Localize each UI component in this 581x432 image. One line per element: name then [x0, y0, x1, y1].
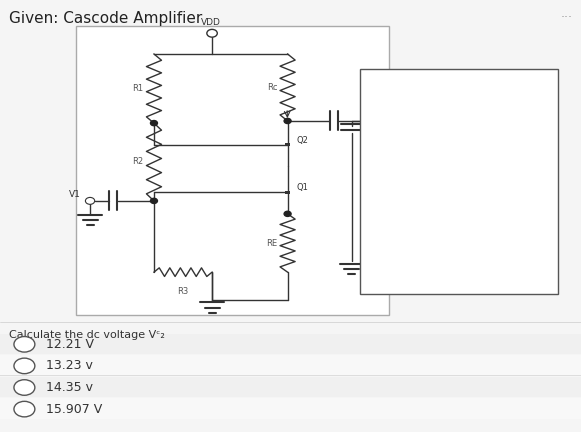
Circle shape	[207, 29, 217, 37]
Circle shape	[14, 380, 35, 395]
Text: C: C	[20, 382, 28, 393]
Bar	[285, 143, 290, 146]
Text: Vc: Vc	[382, 110, 393, 119]
Text: 15.907 V: 15.907 V	[46, 403, 103, 416]
Text: R1: R1	[132, 84, 144, 93]
Text: Rᴇ =: Rᴇ =	[375, 212, 411, 225]
Text: Rc: Rc	[267, 83, 277, 92]
Circle shape	[284, 118, 291, 124]
Circle shape	[14, 401, 35, 417]
Bar	[0, 334, 581, 354]
Text: Vcc = 20 V: Vcc = 20 V	[375, 246, 450, 259]
Text: Q1: Q1	[296, 184, 308, 192]
Text: Calculate the dc voltage Vᶜ₂: Calculate the dc voltage Vᶜ₂	[9, 330, 164, 340]
Text: R₁ =: R₁ =	[375, 73, 409, 86]
Text: Rc =: Rc =	[375, 177, 411, 190]
Bar	[0, 355, 581, 376]
Text: ···: ···	[560, 11, 572, 24]
Text: R₁ = 7.5 kΩ: R₁ = 7.5 kΩ	[375, 73, 455, 86]
Text: 13.23 v: 13.23 v	[46, 359, 94, 372]
Text: Vcc =: Vcc =	[375, 246, 418, 259]
Text: Rc =: Rc =	[375, 177, 411, 190]
Circle shape	[370, 118, 379, 124]
Bar	[285, 191, 290, 194]
Circle shape	[85, 197, 95, 204]
Text: R₃ =: R₃ =	[375, 143, 409, 156]
Text: R₃ = 4.7 kΩ: R₃ = 4.7 kΩ	[375, 143, 455, 156]
Text: R₁ =: R₁ =	[375, 73, 409, 86]
Text: R₂ =: R₂ =	[375, 108, 409, 121]
Text: V1: V1	[69, 190, 81, 199]
Bar	[0, 377, 581, 397]
Text: R₃ =: R₃ =	[375, 143, 409, 156]
Text: B: B	[20, 361, 28, 371]
Text: 12.21 V: 12.21 V	[46, 338, 95, 351]
Bar	[76, 26, 389, 315]
Text: Given: Cascode Amplifier: Given: Cascode Amplifier	[9, 11, 202, 26]
Bar	[360, 69, 558, 294]
Text: Vcc =: Vcc =	[375, 246, 418, 259]
Text: β₁ = β₂ =: β₁ = β₂ =	[375, 281, 442, 294]
Text: β₁ = β₂ =: β₁ = β₂ =	[375, 281, 442, 294]
Bar	[0, 398, 581, 419]
Text: RE: RE	[266, 238, 277, 248]
Text: R2: R2	[132, 158, 144, 166]
Text: Rᴇ = 1.2 kΩ: Rᴇ = 1.2 kΩ	[375, 212, 456, 225]
Circle shape	[150, 121, 157, 126]
Text: R₂ = 6.8 kΩ: R₂ = 6.8 kΩ	[375, 108, 454, 121]
Text: Q2: Q2	[296, 136, 308, 145]
Text: VDD: VDD	[201, 18, 221, 27]
Bar	[0, 375, 581, 376]
Text: D: D	[20, 404, 28, 414]
Text: Rc = 2.2 kΩ: Rc = 2.2 kΩ	[375, 177, 457, 190]
Circle shape	[284, 211, 291, 216]
Circle shape	[14, 358, 35, 374]
Text: R₂ =: R₂ =	[375, 108, 409, 121]
Text: Rᴇ =: Rᴇ =	[375, 212, 411, 225]
Text: R3: R3	[177, 287, 189, 296]
Text: 14.35 v: 14.35 v	[46, 381, 94, 394]
Text: A: A	[20, 339, 28, 349]
Text: β₁ = β₂ = 180: β₁ = β₂ = 180	[375, 281, 468, 294]
Circle shape	[14, 337, 35, 352]
Circle shape	[150, 198, 157, 203]
